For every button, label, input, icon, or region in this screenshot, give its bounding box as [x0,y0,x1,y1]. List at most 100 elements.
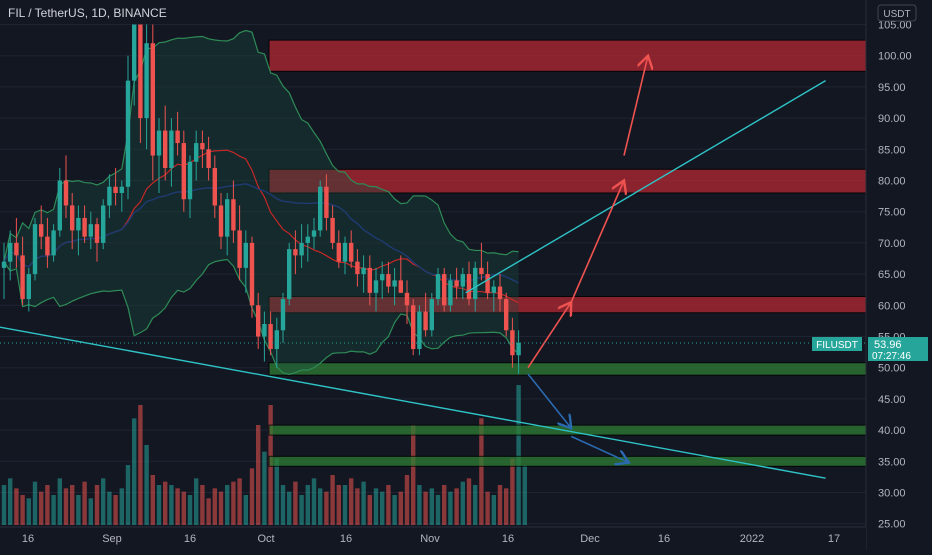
countdown-label: 07:27:46 [872,351,911,362]
volume-bar [411,425,416,525]
x-tick-label: Dec [580,533,600,545]
price-label: 53.96 [874,339,902,351]
volume-bar [57,478,62,525]
volume-bar [510,458,515,525]
y-tick-label: 65.00 [878,269,906,281]
candle-body [63,180,69,206]
volume-bar [144,445,149,525]
volume-bar [423,491,428,525]
candle-body [163,130,168,169]
candle-body [349,242,354,262]
candle-body [243,242,248,268]
volume-bar [491,495,496,525]
candle-body [293,249,298,256]
x-tick-label: Oct [257,533,274,545]
arrow-up [527,302,571,369]
volume-bar [361,481,366,525]
candle-body [504,299,509,331]
candle-body [169,130,174,169]
trendline [0,326,826,479]
volume-bar [200,485,205,525]
volume-bar [429,488,434,525]
x-tick-label: 16 [340,533,352,545]
candle-body [336,242,341,262]
x-tick-label: 2022 [740,533,764,545]
candle-body [206,149,211,169]
candle-body [82,217,87,237]
volume-bar [342,485,348,525]
candle-body [212,168,217,206]
y-tick-label: 35.00 [878,456,906,468]
volume-bar [32,481,38,525]
volume-bar [8,478,13,525]
candle-body [479,267,484,275]
volume-bar [454,488,459,525]
zones [268,39,867,467]
candle-body [342,242,348,262]
volume-bar [39,491,44,525]
symbol-label: FILUSDT [816,340,858,351]
volume-bar [94,485,100,525]
candle-body [237,230,242,268]
volume-bar [355,488,360,525]
volume-bar [63,488,69,525]
trendlines [0,80,826,479]
volume-bar [119,488,124,525]
volume-bar [497,485,503,525]
candle-body [497,286,503,300]
candle-body [45,236,50,256]
bollinger-lower [3,258,520,375]
candle-body [125,80,131,187]
indicators [3,29,520,375]
candle-body [460,274,465,287]
candle-body [76,217,81,231]
candle-body [448,280,453,306]
time-axis-bg [0,527,866,550]
volume-bar [113,495,118,525]
candle-body [386,274,391,287]
candle-body [305,236,310,243]
y-tick-label: 40.00 [878,425,906,437]
candle-body [175,130,180,144]
volume-bar [231,481,236,525]
volume-bar [460,481,465,525]
candle-body [442,274,447,306]
y-tick-label: 70.00 [878,238,906,250]
candle-body [57,180,62,231]
arrow-down [527,373,571,428]
volume-bar [336,485,341,525]
y-tick-label: 45.00 [878,394,906,406]
volume-bar [305,485,310,525]
y-tick-label: 90.00 [878,113,906,125]
candle-body [318,186,323,231]
candle-body [454,280,459,287]
volume-bar [404,475,410,525]
volume-bar [169,485,174,525]
candle-body [1,261,7,268]
volume-bar [466,478,472,525]
volume-bar [237,478,242,525]
candle-body [138,24,143,119]
resistance-zone [268,39,867,72]
candle-body [113,186,118,193]
volume-bar [150,475,155,525]
volume-bar [107,491,112,525]
volume-bar [392,495,397,525]
support-zone [268,362,867,376]
volume-bar [380,491,385,525]
bollinger-fill [4,30,519,375]
volume-bar [473,485,478,525]
candle-body [423,311,428,331]
y-tick-label: 25.00 [878,519,906,531]
candle-body [398,280,403,293]
arrow-down [570,435,629,462]
candle-body [39,224,44,237]
candle-body [94,224,100,243]
y-tick-label: 105.00 [878,20,912,32]
volume-bar [26,498,31,525]
support-zone [268,424,867,436]
y-tick-label: 85.00 [878,144,906,156]
volume-bar [287,491,292,525]
